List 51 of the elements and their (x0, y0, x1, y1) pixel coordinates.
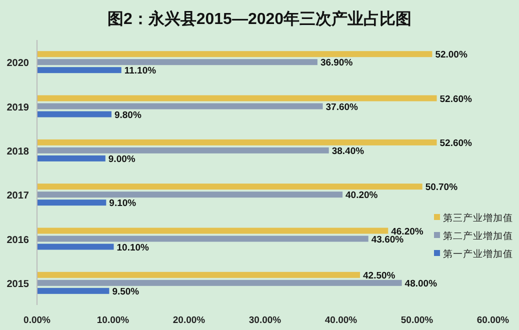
x-tick-label: 60.00% (476, 315, 510, 326)
data-label: 36.90% (320, 58, 354, 69)
bar (37, 95, 437, 102)
legend-label: 第二产业增加值 (443, 230, 513, 242)
x-tick-label: 0.00% (24, 315, 52, 326)
bar (37, 139, 437, 146)
bar (37, 155, 106, 162)
data-label: 50.70% (425, 182, 458, 194)
x-tick-label: 20.00% (172, 315, 206, 326)
bar (37, 288, 110, 294)
x-tick-label: 10.00% (96, 315, 130, 326)
data-label: 42.50% (363, 270, 396, 282)
bar (37, 51, 432, 58)
data-label: 9.00% (108, 154, 136, 165)
data-label: 52.00% (435, 50, 468, 61)
bar (37, 103, 323, 110)
y-tick-label: 2019 (6, 102, 30, 114)
y-tick-label: 2016 (6, 234, 30, 246)
bar (37, 184, 422, 190)
data-label: 40.20% (346, 190, 378, 202)
x-tick-label: 30.00% (248, 315, 282, 326)
y-tick-label: 2020 (6, 58, 30, 70)
bar (37, 67, 122, 74)
data-label: 11.10% (124, 66, 157, 77)
bar (37, 59, 318, 66)
bar (37, 200, 106, 206)
bar (37, 192, 343, 198)
bar (37, 244, 114, 250)
data-label: 37.60% (326, 102, 359, 113)
data-label: 9.10% (109, 198, 137, 210)
data-label: 9.80% (114, 110, 142, 121)
bar (37, 111, 112, 118)
y-tick-label: 2015 (6, 278, 30, 290)
bar (37, 272, 360, 278)
data-label: 52.60% (440, 94, 473, 105)
x-tick-label: 40.00% (324, 315, 358, 326)
bar (37, 228, 388, 234)
legend-label: 第三产业增加值 (443, 212, 513, 224)
data-label: 52.60% (440, 138, 473, 149)
data-label: 48.00% (404, 278, 438, 290)
chart-title: 图2：永兴县2015—2020年三次产业占比图 (107, 9, 412, 28)
bar (37, 280, 402, 286)
data-label: 9.50% (112, 286, 140, 298)
bar (37, 236, 368, 242)
legend-label: 第一产业增加值 (443, 248, 513, 260)
data-label: 10.10% (116, 242, 150, 254)
data-label: 38.40% (332, 146, 365, 157)
y-tick-label: 2018 (6, 146, 30, 158)
bar (37, 147, 329, 154)
y-tick-label: 2017 (6, 190, 30, 202)
x-tick-label: 50.00% (400, 315, 434, 326)
